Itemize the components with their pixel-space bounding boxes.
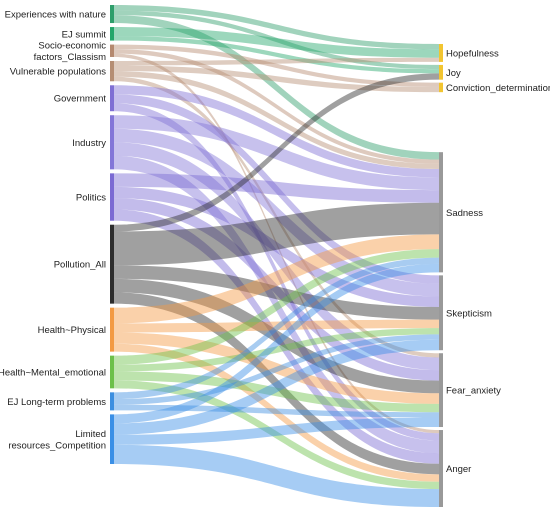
link-limited-to-sadness xyxy=(114,263,439,424)
source-node-politics xyxy=(110,173,114,221)
source-node-vulnerable xyxy=(110,60,114,82)
source-label-industry: Industry xyxy=(72,138,106,149)
target-node-fear xyxy=(439,353,443,428)
link-health_mental-to-anger xyxy=(114,380,439,490)
link-politics-to-sadness xyxy=(114,173,439,203)
target-label-hopefulness: Hopefulness xyxy=(446,48,499,59)
link-government-to-skepticism xyxy=(114,94,439,284)
link-ej_longterm-to-fear xyxy=(114,404,439,418)
source-node-ej_summit xyxy=(110,27,114,41)
link-socio-to-conviction xyxy=(114,44,439,87)
source-label-health_phys: Health~Physical xyxy=(38,325,106,336)
target-node-joy xyxy=(439,64,443,80)
link-health_mental-to-fear xyxy=(114,371,439,413)
link-socio-to-sadness xyxy=(114,49,439,164)
link-government-to-sadness xyxy=(114,85,439,178)
source-label-socio: Socio-economic xyxy=(38,41,106,52)
target-label-anger: Anger xyxy=(446,464,471,475)
target-node-conviction xyxy=(439,82,443,93)
source-node-government xyxy=(110,85,114,112)
link-health_phys-to-fear xyxy=(114,332,439,404)
link-pollution-to-anger xyxy=(114,292,439,475)
source-node-health_mental xyxy=(110,355,114,389)
link-government-to-anger xyxy=(114,103,439,441)
source-label-politics: Politics xyxy=(76,193,106,204)
source-label-ej_summit: EJ summit xyxy=(62,29,107,40)
target-label-joy: Joy xyxy=(446,68,461,79)
source-label-vulnerable: Vulnerable populations xyxy=(10,67,107,78)
target-node-skepticism xyxy=(439,275,443,351)
source-label-limited: resources_Competition xyxy=(8,440,106,451)
source-node-nature xyxy=(110,5,114,24)
link-ej_longterm-to-skepticism xyxy=(114,334,439,405)
link-industry-to-fear xyxy=(114,142,439,371)
link-vulnerable-to-sadness xyxy=(114,71,439,170)
link-limited-to-fear xyxy=(114,417,439,445)
link-health_phys-to-skepticism xyxy=(114,319,439,333)
source-label-limited: Limited xyxy=(75,429,106,440)
link-pollution-to-fear xyxy=(114,278,439,394)
link-socio-to-anger xyxy=(114,53,439,434)
source-label-pollution: Pollution_All xyxy=(54,260,106,271)
target-node-anger xyxy=(439,430,443,507)
source-node-industry xyxy=(110,115,114,170)
link-pollution-to-skepticism xyxy=(114,265,439,320)
source-node-pollution xyxy=(110,224,114,304)
sankey-nodes xyxy=(110,5,443,507)
target-node-sadness xyxy=(439,152,443,273)
source-label-nature: Experiences with nature xyxy=(5,10,106,21)
link-ej_summit-to-hopefulness xyxy=(114,27,439,58)
link-pollution-to-joy xyxy=(114,73,439,232)
sankey-links xyxy=(114,5,439,507)
link-ej_longterm-to-sadness xyxy=(114,257,439,400)
target-node-hopefulness xyxy=(439,44,443,62)
link-industry-to-skepticism xyxy=(114,128,439,297)
link-industry-to-sadness xyxy=(114,115,439,191)
target-label-sadness: Sadness xyxy=(446,208,483,219)
source-label-government: Government xyxy=(54,94,107,105)
target-label-skepticism: Skepticism xyxy=(446,308,492,319)
link-health_mental-to-skepticism xyxy=(114,328,439,372)
link-limited-to-skepticism xyxy=(114,339,439,435)
link-vulnerable-to-hopefulness xyxy=(114,57,439,66)
link-health_phys-to-anger xyxy=(114,343,439,482)
link-industry-to-anger xyxy=(114,155,439,454)
sankey-labels: Experiences with nature EJ summitSocio-ec… xyxy=(0,10,550,475)
link-vulnerable-to-conviction xyxy=(114,65,439,93)
link-ej_summit-to-joy xyxy=(114,36,439,74)
link-health_mental-to-sadness xyxy=(114,249,439,365)
link-politics-to-anger xyxy=(114,209,439,464)
target-label-fear: Fear_anxiety xyxy=(446,386,501,397)
link-health_phys-to-sadness xyxy=(114,234,439,324)
source-label-ej_longterm: EJ Long-term problems xyxy=(7,397,106,408)
link-pollution-to-sadness xyxy=(114,202,439,266)
link-politics-to-skepticism xyxy=(114,186,439,307)
source-node-ej_longterm xyxy=(110,392,114,411)
link-nature-to-sadness xyxy=(114,15,439,160)
source-label-socio: factors_Classism xyxy=(34,52,106,63)
source-label-health_mental: Health~Mental_emotional xyxy=(0,367,106,378)
link-vulnerable-to-fear xyxy=(114,76,439,358)
link-nature-to-hopefulness xyxy=(114,5,439,50)
source-node-socio xyxy=(110,44,114,57)
link-politics-to-fear xyxy=(114,198,439,381)
target-label-conviction: Conviction_determination xyxy=(446,83,550,94)
link-limited-to-anger xyxy=(114,444,439,507)
source-node-health_phys xyxy=(110,307,114,352)
link-nature-to-joy xyxy=(114,10,439,70)
source-node-limited xyxy=(110,414,114,464)
